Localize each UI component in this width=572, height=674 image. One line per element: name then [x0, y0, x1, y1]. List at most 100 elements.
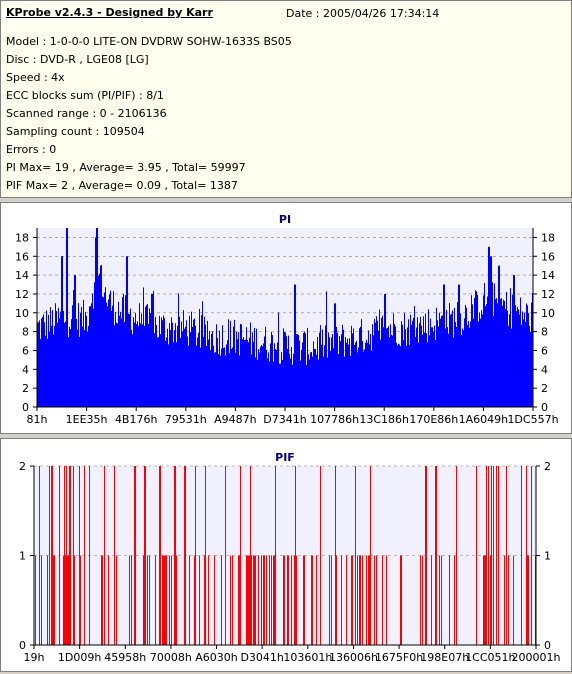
pi-bar	[511, 328, 512, 407]
pi-bar	[108, 299, 109, 407]
pi-bar	[240, 323, 241, 407]
pi-bar	[99, 273, 100, 407]
pi-bar	[346, 342, 347, 407]
pi-bar	[442, 315, 443, 407]
pi-bar	[192, 326, 193, 407]
pi-bar	[129, 314, 130, 407]
pi-bar	[445, 328, 446, 407]
pi-bar	[423, 316, 424, 407]
pi-bar	[195, 325, 196, 407]
pi-bar	[444, 284, 445, 407]
pi-bar	[120, 311, 121, 407]
pi-bar	[386, 328, 387, 407]
pi-bar	[294, 284, 295, 407]
pi-bar	[401, 321, 402, 407]
pi-bar	[313, 341, 314, 407]
pi-bar	[416, 327, 417, 407]
pi-ytick-label-right: 6	[541, 344, 548, 357]
pi-bar	[187, 336, 188, 407]
pi-bar	[245, 339, 246, 407]
pi-bar	[406, 345, 407, 407]
pif-ytick-label-left: 2	[19, 460, 26, 473]
pi-bar	[271, 332, 272, 407]
pi-bar	[344, 356, 345, 407]
pi-bar	[266, 349, 267, 407]
pi-ytick-label-right: 18	[541, 231, 555, 244]
pi-bar	[41, 318, 42, 407]
pi-bar	[498, 265, 499, 407]
pi-bar	[496, 298, 497, 407]
pi-bar	[163, 315, 164, 407]
pi-bar	[85, 311, 86, 407]
pi-bar	[286, 336, 287, 407]
pi-ytick-label-left: 2	[22, 382, 29, 395]
pi-bar	[43, 314, 44, 407]
pi-bar	[247, 339, 248, 407]
pi-ytick-label-left: 8	[22, 326, 29, 339]
pi-bar	[510, 288, 511, 407]
pi-bar	[308, 354, 309, 407]
pi-bar	[181, 321, 182, 407]
pi-bar	[341, 334, 342, 407]
pi-bar	[462, 328, 463, 407]
pi-bar	[348, 344, 349, 407]
pi-bar	[297, 333, 298, 407]
pi-bar	[474, 297, 475, 407]
pi-bar	[253, 341, 254, 407]
pi-bar	[436, 307, 437, 407]
pi-bar	[82, 326, 83, 407]
pi-bar	[214, 352, 215, 407]
pi-bar	[78, 303, 79, 407]
pi-bar	[410, 314, 411, 407]
pi-bar	[349, 338, 350, 407]
pi-bar	[150, 313, 151, 407]
pi-bar	[106, 302, 107, 407]
pi-bar	[457, 302, 458, 407]
pi-bar	[446, 309, 447, 407]
pi-bar	[400, 346, 401, 407]
pi-bar	[319, 332, 320, 407]
pi-bar	[67, 228, 68, 407]
pi-bar	[190, 332, 191, 407]
pi-bar	[267, 358, 268, 407]
pi-bar	[265, 326, 266, 407]
pi-bar	[427, 342, 428, 407]
pi-bar	[472, 304, 473, 407]
pi-bar	[206, 346, 207, 407]
pi-bar	[492, 282, 493, 407]
pi-bar	[449, 303, 450, 407]
pi-bar	[87, 331, 88, 407]
pi-ytick-label-right: 14	[541, 269, 555, 282]
pi-bar	[298, 334, 299, 407]
pi-bar	[367, 342, 368, 407]
pi-xtick-label: 79531h	[165, 413, 207, 426]
pi-bar	[151, 293, 152, 407]
pi-bar	[521, 324, 522, 407]
pi-bar	[260, 346, 261, 407]
pi-bar	[531, 302, 532, 407]
pi-bar	[54, 326, 55, 407]
pi-chart: PI 0 0 2 2 4 4 6 6 8 8 10 10 12 12 14 14 16 16 18 18 81h 1EE35…	[15, 213, 559, 426]
pi-ytick-label-left: 0	[22, 401, 29, 414]
pi-bar	[239, 355, 240, 407]
pi-bar	[398, 343, 399, 407]
pi-bar	[162, 320, 163, 407]
pi-bar	[74, 275, 75, 407]
pi-bar	[339, 336, 340, 407]
pi-bar	[424, 332, 425, 407]
pi-bar	[57, 322, 58, 407]
pi-bar	[123, 293, 124, 407]
pi-bar	[49, 331, 50, 407]
pi-bar	[225, 355, 226, 407]
pi-bar	[281, 352, 282, 407]
pi-bar	[73, 290, 74, 407]
pi-bar	[448, 333, 449, 407]
pi-bar	[167, 328, 168, 407]
pi-bar	[70, 329, 71, 407]
pi-ytick-label-right: 10	[541, 307, 555, 320]
pi-bar	[220, 355, 221, 407]
pi-bar	[421, 325, 422, 407]
pi-bar	[483, 295, 484, 407]
pi-bar	[356, 340, 357, 407]
pi-bar	[518, 309, 519, 407]
